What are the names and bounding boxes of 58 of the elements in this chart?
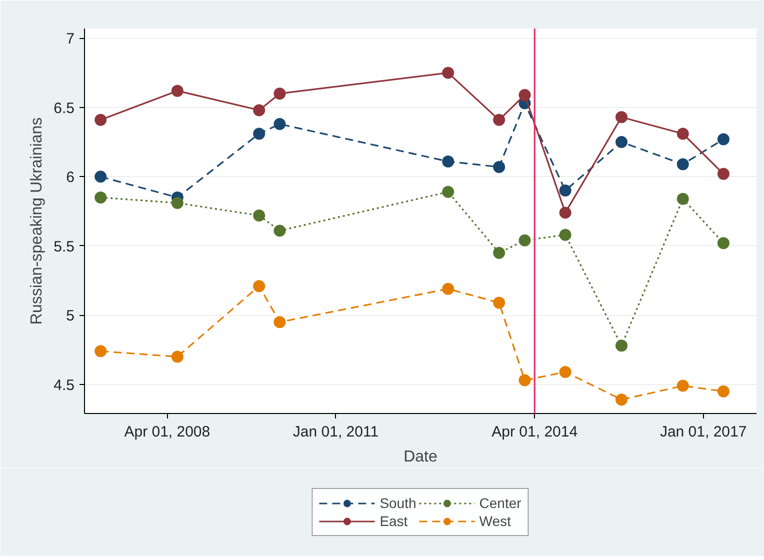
point	[253, 209, 266, 222]
point	[676, 128, 689, 140]
point	[615, 340, 628, 352]
point	[442, 155, 454, 168]
point	[676, 380, 689, 392]
point	[274, 88, 286, 100]
point	[253, 280, 266, 292]
point	[171, 197, 184, 209]
point	[442, 186, 454, 198]
point	[94, 191, 107, 204]
point	[94, 170, 107, 183]
point	[493, 114, 506, 126]
y-axis-title: Russian-speaking Ukrainians	[28, 117, 46, 325]
y-tick-label: 6	[66, 169, 74, 186]
y-tick-label: 5	[66, 308, 74, 325]
point	[493, 246, 506, 259]
point	[518, 234, 531, 246]
point	[493, 296, 506, 309]
point	[559, 366, 572, 378]
point	[676, 192, 689, 205]
point	[676, 158, 689, 170]
point	[253, 128, 266, 140]
point	[615, 111, 628, 124]
point	[518, 88, 531, 101]
legend-label: South	[380, 495, 416, 511]
point	[274, 118, 286, 130]
point	[717, 237, 730, 250]
point	[717, 385, 730, 398]
point	[559, 206, 572, 219]
y-tick-label: 4.5	[54, 376, 75, 394]
point	[253, 104, 266, 116]
x-axis-title: Date	[404, 448, 438, 466]
point	[717, 133, 730, 146]
legend-label: West	[479, 513, 511, 529]
x-tick-label: Apr 01, 2014	[492, 424, 578, 440]
x-tick-label: Jan 01, 2011	[292, 424, 379, 440]
point	[615, 136, 628, 148]
y-tick-label: 5.5	[54, 238, 75, 256]
legend-label: Center	[479, 495, 522, 511]
point	[94, 345, 107, 358]
point	[518, 374, 531, 386]
point	[274, 224, 286, 237]
legend-label: East	[380, 513, 408, 529]
x-tick-label: Jan 01, 2017	[660, 424, 747, 440]
point	[493, 161, 506, 173]
point	[717, 168, 730, 180]
y-tick-label: 6.5	[54, 100, 75, 117]
point	[559, 228, 572, 241]
x-tick-label: Apr 01, 2008	[124, 424, 210, 440]
point	[442, 282, 454, 295]
point	[94, 114, 107, 126]
point	[615, 394, 628, 406]
point	[274, 316, 286, 328]
point	[559, 184, 572, 197]
y-tick-label: 7	[66, 30, 74, 48]
point	[171, 84, 184, 97]
point	[171, 350, 184, 363]
point	[442, 66, 454, 79]
